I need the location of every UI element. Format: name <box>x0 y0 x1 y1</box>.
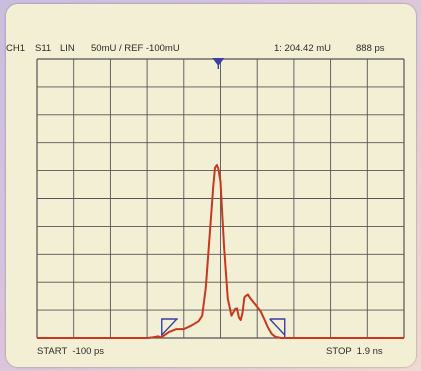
channel-label: CH1 <box>6 43 26 54</box>
parameter-label: S11 <box>35 43 52 54</box>
analyzer-screen: CH1 S11 LIN 50mU / REF -100mU 1: 204.42 … <box>6 4 416 367</box>
screenshot-frame: CH1 S11 LIN 50mU / REF -100mU 1: 204.42 … <box>6 4 416 367</box>
s11-trace-line <box>37 164 404 339</box>
scale-reference-label: 50mU / REF -100mU <box>91 43 180 54</box>
stop-time-label: STOP 1.9 ns <box>326 346 383 357</box>
gate-stop-slope <box>269 318 286 336</box>
gate-markers <box>161 318 286 338</box>
format-label: LIN <box>60 43 75 54</box>
marker-readout: 1: 204.42 mU <box>274 43 332 54</box>
marker-time-readout: 888 ps <box>356 43 385 54</box>
gate-stop-marker <box>269 318 286 338</box>
marker-1-flag <box>212 58 225 69</box>
graticule-grid <box>36 58 405 339</box>
trace-plot <box>36 58 405 339</box>
gate-start-marker <box>161 318 178 338</box>
start-time-label: START -100 ps <box>37 346 105 357</box>
gate-start-slope <box>161 318 178 336</box>
